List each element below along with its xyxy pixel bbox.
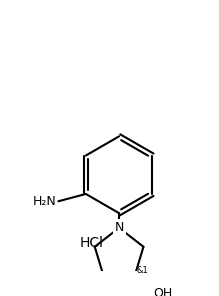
Text: HCl: HCl bbox=[80, 237, 104, 250]
Text: OH: OH bbox=[153, 287, 173, 296]
Text: H₂N: H₂N bbox=[33, 195, 57, 208]
Text: &1: &1 bbox=[137, 266, 149, 275]
Text: N: N bbox=[114, 221, 124, 234]
